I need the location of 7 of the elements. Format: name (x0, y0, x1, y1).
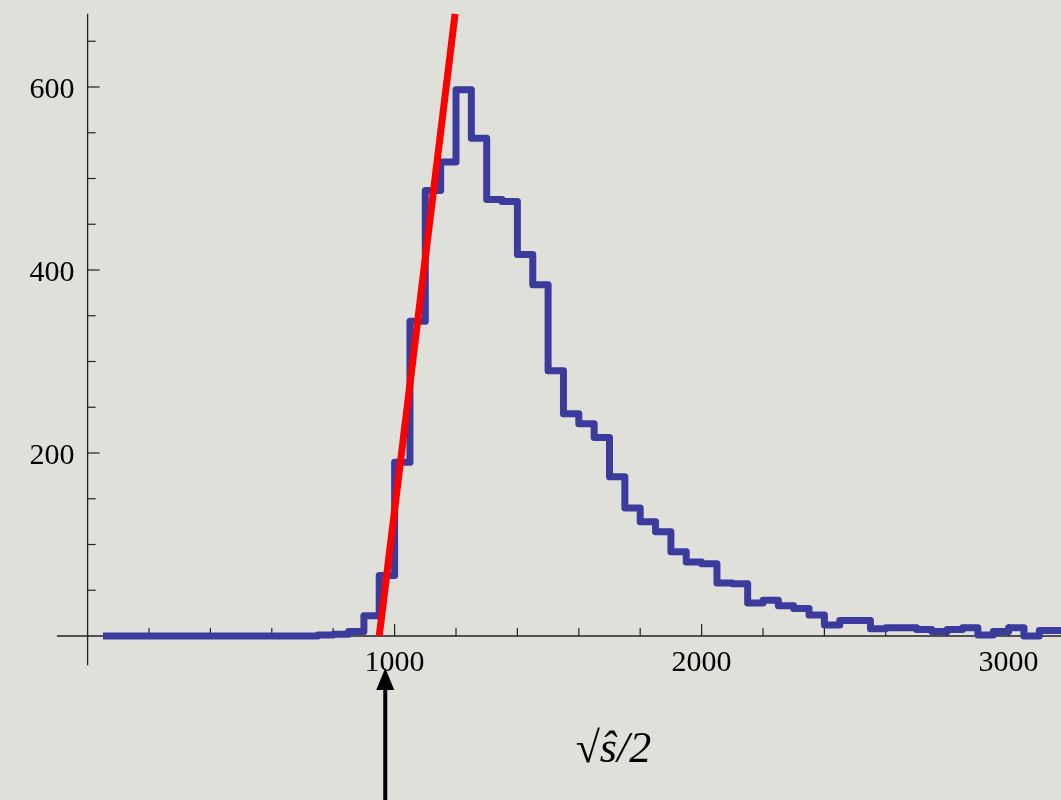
y-tick-label: 200 (29, 436, 75, 470)
x-tick-label: 1000 (364, 644, 425, 677)
x-tick-label: 2000 (671, 644, 732, 677)
y-tick-label: 600 (29, 70, 75, 104)
x-axis-title: √ŝ/2 (575, 723, 652, 772)
x-tick-label: 3000 (978, 644, 1039, 677)
y-tick-label: 400 (29, 253, 75, 287)
